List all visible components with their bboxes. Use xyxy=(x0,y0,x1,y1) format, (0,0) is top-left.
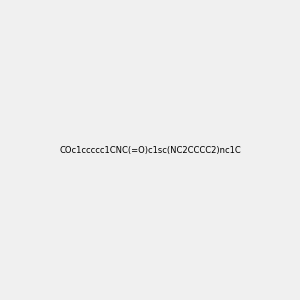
Text: COc1ccccc1CNC(=O)c1sc(NC2CCCC2)nc1C: COc1ccccc1CNC(=O)c1sc(NC2CCCC2)nc1C xyxy=(59,146,241,154)
